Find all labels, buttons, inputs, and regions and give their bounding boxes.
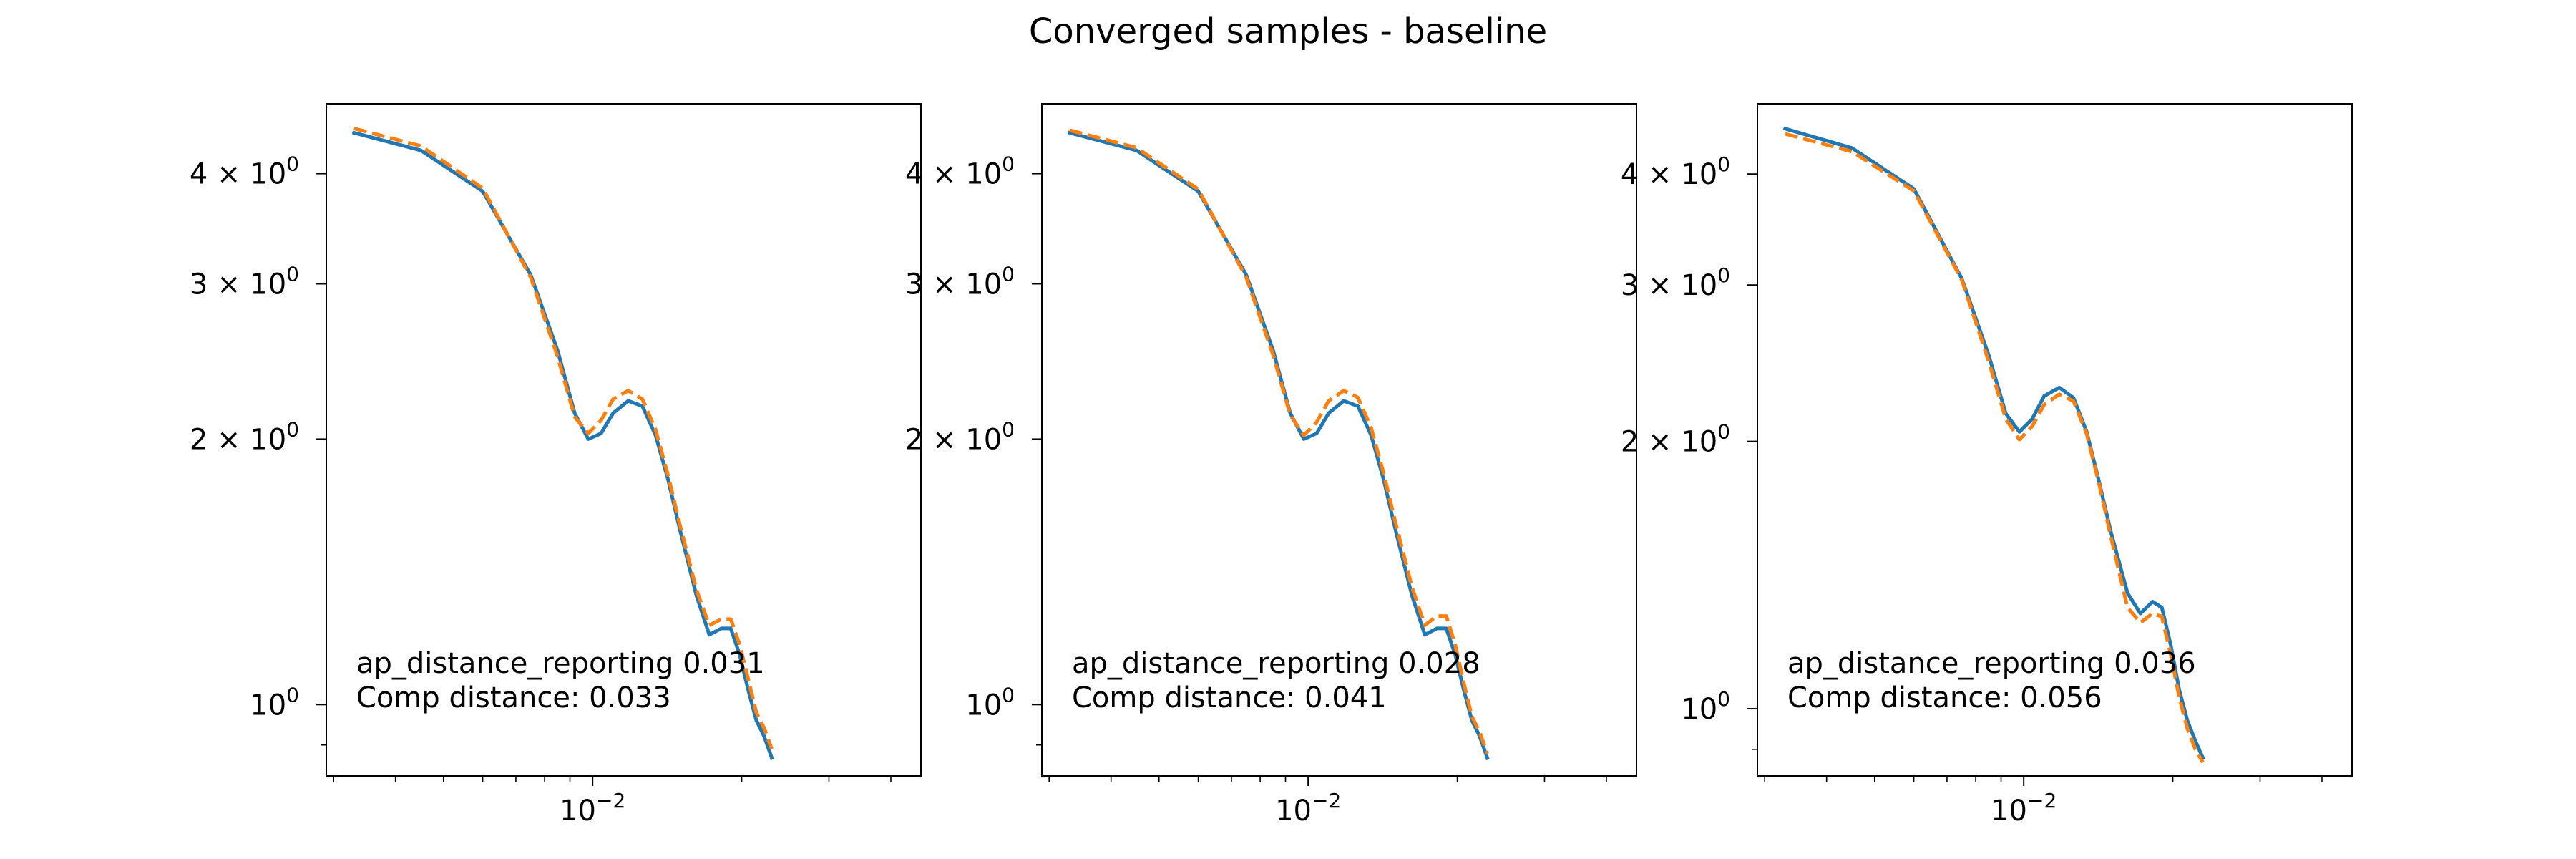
panel1-series-b-line	[353, 127, 774, 750]
figure-title: Converged samples - baseline	[1029, 11, 1547, 52]
panel2-y-tick-label: 2 × 100	[905, 417, 1015, 456]
subplot-2: 10−2 4 × 100 3 × 100 2 × 100 100 ap_distance_…	[905, 103, 1637, 828]
panel3-annotation-line-2: Comp distance: 0.056	[1787, 681, 2102, 714]
panel3-y-tick-label: 4 × 100	[1621, 152, 1730, 191]
panel3-y-tick-exponent: 0	[1717, 687, 1730, 711]
panel3-y-tick-label: 100	[1681, 687, 1730, 726]
panel2-annotation-line-1: ap_distance_reporting 0.028	[1072, 647, 1480, 680]
panel2-y-tick-exponent: 0	[1002, 152, 1015, 176]
panel3-y-tick-exponent: 0	[1717, 263, 1730, 287]
panel1-axes-frame	[326, 103, 922, 777]
panel1-x-tick-exponent: −2	[596, 789, 625, 812]
panel2-series-b-line	[1069, 128, 1489, 754]
panel2-y-tick-label: 100	[965, 683, 1015, 722]
panel3-y-tick-label: 2 × 100	[1621, 420, 1730, 459]
panel1-y-tick-label: 4 × 100	[190, 152, 299, 191]
subplot-1: 10−2 4 × 100 3 × 100 2 × 100 100 ap_distance_…	[190, 103, 922, 828]
panel2-y-tick-label: 4 × 100	[905, 152, 1015, 191]
panel1-y-tick-exponent: 0	[286, 683, 299, 707]
panel3-x-tick-exponent: −2	[2027, 789, 2057, 812]
panel3-y-tick-exponent: 0	[1717, 420, 1730, 444]
panel2-series-a-line	[1067, 130, 1490, 760]
panel1-annotation-line-2: Comp distance: 0.033	[356, 681, 671, 714]
panel1-y-tick-label: 2 × 100	[190, 417, 299, 456]
panel2-y-tick-exponent: 0	[1002, 262, 1015, 286]
panel1-y-tick-exponent: 0	[286, 152, 299, 176]
panel1-y-tick-exponent: 0	[286, 417, 299, 441]
panel3-annotation-line-1: ap_distance_reporting 0.036	[1787, 647, 2196, 680]
panel3-y-tick-label: 3 × 100	[1621, 263, 1730, 302]
panel2-y-tick-exponent: 0	[1002, 683, 1015, 707]
panel2-y-tick-label: 3 × 100	[905, 262, 1015, 301]
panel1-x-tick-label: 10−2	[560, 789, 625, 828]
subplot-3: 10−2 4 × 100 3 × 100 2 × 100 100 ap_distance_…	[1621, 103, 2353, 828]
panel2-axes-frame	[1041, 103, 1637, 777]
panel1-y-tick-label: 100	[250, 683, 299, 722]
panel1-annotation-line-1: ap_distance_reporting 0.031	[356, 647, 765, 680]
panel2-x-tick-exponent: −2	[1312, 789, 1341, 812]
panel1-y-tick-exponent: 0	[286, 262, 299, 286]
panel2-y-tick-exponent: 0	[1002, 417, 1015, 441]
panel3-y-tick-exponent: 0	[1717, 152, 1730, 176]
panel3-axes-frame	[1757, 103, 2353, 777]
panel1-y-tick-label: 3 × 100	[190, 262, 299, 301]
panel2-x-tick-label: 10−2	[1275, 789, 1341, 828]
panel3-series-b-line	[1785, 132, 2205, 764]
panel2-annotation-line-2: Comp distance: 0.041	[1072, 681, 1387, 714]
panel3-x-tick-label: 10−2	[1991, 789, 2057, 828]
